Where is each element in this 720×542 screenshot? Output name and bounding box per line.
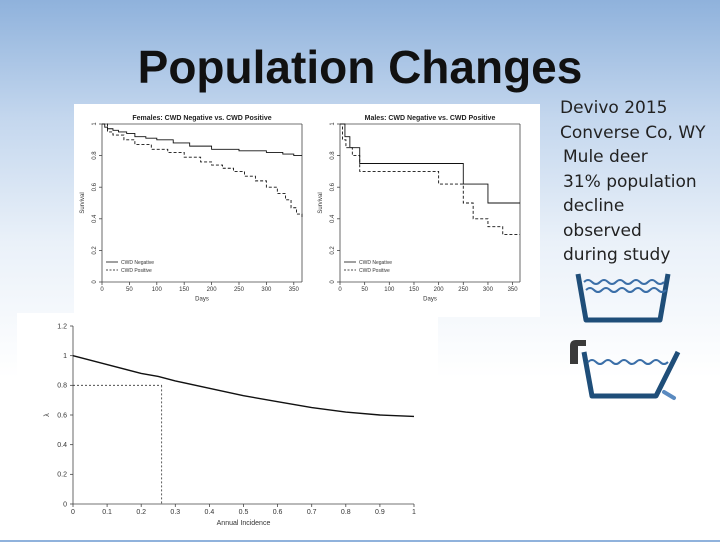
y-tick-label: 0 <box>330 280 336 284</box>
x-tick-label: 1 <box>412 509 416 516</box>
y-tick-label: 0.8 <box>92 151 98 160</box>
chart-title: Males: CWD Negative vs. CWD Positive <box>365 115 496 122</box>
legend-label: CWD Negative <box>121 260 154 266</box>
x-tick-label: 50 <box>126 287 133 293</box>
series-line-cwd-negative <box>340 123 520 204</box>
y-tick-label: 1 <box>63 353 67 360</box>
lambda-incidence-panel: 0 0.1 0.2 0.3 0.4 0.5 0.6 0.7 0.8 0.9 1 0 0.2 0.4 0.6 0… <box>17 313 438 537</box>
x-tick-label: 0.8 <box>341 509 351 516</box>
y-tick-label: 0.4 <box>330 214 336 223</box>
x-axis-label: Days <box>423 297 437 303</box>
survival-curves-panel: Females: CWD Negative vs. CWD Positive 0 5… <box>74 104 540 317</box>
x-tick-label: 100 <box>384 287 395 293</box>
y-axis-label: λ <box>44 413 51 417</box>
x-tick-label: 0.2 <box>136 509 146 516</box>
x-tick-label: 150 <box>179 287 190 293</box>
note-line: observed <box>563 220 642 241</box>
bathtub-with-faucet-icon <box>570 340 681 400</box>
x-tick-label: 0.7 <box>307 509 317 516</box>
bathtub-icon <box>575 273 671 323</box>
x-axis-label: Days <box>195 297 209 303</box>
legend-label: CWD Negative <box>359 260 392 266</box>
x-tick-label: 200 <box>434 287 445 293</box>
x-tick-label: 150 <box>409 287 420 293</box>
note-line: during study <box>563 245 671 265</box>
y-tick-label: 0.2 <box>57 472 67 479</box>
y-tick-label: 1.2 <box>57 323 67 330</box>
slide-title: Population Changes <box>137 41 583 93</box>
x-tick-label: 0.4 <box>205 509 215 516</box>
y-tick-label: 1 <box>92 122 98 126</box>
y-tick-label: 0.2 <box>330 246 336 255</box>
x-tick-label: 250 <box>234 287 245 293</box>
lambda-incidence-chart: 0 0.1 0.2 0.3 0.4 0.5 0.6 0.7 0.8 0.9 1 0 0.2 0.4 0.6 0… <box>44 323 416 527</box>
series-line-lambda <box>72 354 415 418</box>
x-tick-label: 0 <box>100 287 104 293</box>
x-tick-label: 200 <box>207 287 218 293</box>
series-line-cwd-positive <box>102 123 303 219</box>
note-line: Converse Co, WY <box>560 122 706 143</box>
x-tick-label: 0.9 <box>375 509 385 516</box>
series-line-cwd-negative <box>102 123 302 157</box>
x-tick-label: 0.3 <box>170 509 180 516</box>
y-tick-label: 0.2 <box>92 246 98 255</box>
note-line: Mule deer <box>563 147 648 167</box>
x-tick-label: 0 <box>71 509 75 516</box>
x-tick-label: 250 <box>458 287 469 293</box>
x-tick-label: 300 <box>261 287 272 293</box>
y-tick-label: 0.8 <box>330 151 336 160</box>
y-tick-label: 0.6 <box>92 182 98 191</box>
x-tick-label: 0.1 <box>102 509 112 516</box>
legend-label: CWD Positive <box>359 268 390 274</box>
x-tick-label: 350 <box>289 287 300 293</box>
y-tick-label: 0.6 <box>330 182 336 191</box>
slide-notes: Devivo 2015 Converse Co, WY Mule deer 31… <box>560 96 720 268</box>
x-axis-label: Annual Incidence <box>217 520 271 527</box>
x-tick-label: 350 <box>508 287 519 293</box>
chart-title: Females: CWD Negative vs. CWD Positive <box>132 115 271 122</box>
y-tick-label: 0.6 <box>57 412 67 419</box>
note-line: decline <box>563 196 625 216</box>
y-tick-label: 0.4 <box>92 214 98 223</box>
x-tick-label: 100 <box>152 287 163 293</box>
note-line: Devivo 2015 <box>560 98 668 118</box>
y-tick-label: 0 <box>63 501 67 508</box>
x-tick-label: 0.6 <box>273 509 283 516</box>
series-line-cwd-positive <box>340 123 520 236</box>
x-tick-label: 0 <box>338 287 342 293</box>
survival-curves-figure: Females: CWD Negative vs. CWD Positive 0 5… <box>80 115 521 303</box>
y-tick-label: 0.8 <box>57 383 67 390</box>
y-tick-label: 1 <box>330 122 336 126</box>
y-axis-label: Survival <box>318 192 324 213</box>
x-tick-label: 50 <box>361 287 368 293</box>
x-tick-label: 0.5 <box>239 509 249 516</box>
note-line: 31% population <box>563 171 697 192</box>
legend-label: CWD Positive <box>121 268 152 274</box>
y-axis-label: Survival <box>80 192 86 213</box>
y-tick-label: 0.4 <box>57 442 67 449</box>
y-tick-label: 0 <box>92 280 98 284</box>
x-tick-label: 300 <box>483 287 494 293</box>
